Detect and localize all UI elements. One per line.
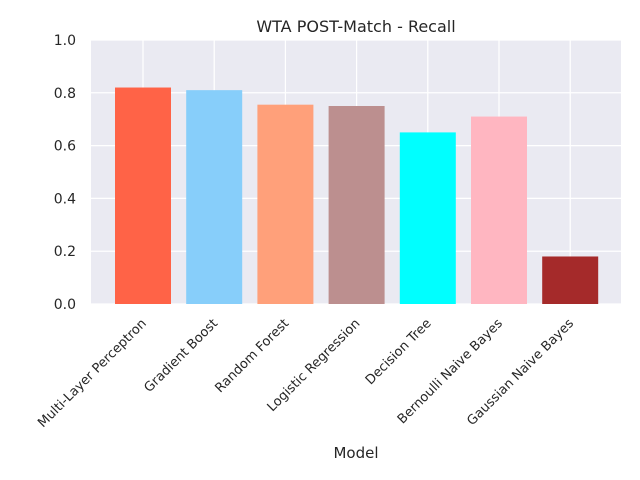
bar bbox=[328, 106, 385, 304]
x-axis-label: Model bbox=[333, 444, 378, 462]
bar bbox=[257, 104, 314, 305]
x-tick-label: Gradient Boost bbox=[142, 316, 221, 395]
x-tick-label: Decision Tree bbox=[363, 316, 435, 388]
y-tick-label: 0.4 bbox=[54, 191, 76, 207]
bar bbox=[186, 90, 243, 304]
chart-title: WTA POST-Match - Recall bbox=[256, 17, 455, 36]
y-tick-label: 0.8 bbox=[54, 86, 76, 102]
y-tick-label: 0.2 bbox=[54, 244, 76, 260]
x-tick-label: Multi-Layer Perceptron bbox=[35, 316, 150, 431]
x-tick-label: Random Forest bbox=[212, 316, 292, 396]
bar bbox=[115, 87, 171, 305]
bar bbox=[399, 132, 456, 304]
y-tick-label: 1.0 bbox=[54, 33, 76, 49]
y-tick-label: 0.6 bbox=[54, 139, 76, 155]
bars bbox=[115, 87, 599, 305]
bar bbox=[542, 256, 599, 304]
y-axis: 0.0 0.2 0.4 0.6 0.8 1.0 bbox=[54, 33, 76, 313]
y-tick-label: 0.0 bbox=[54, 297, 76, 313]
bar bbox=[471, 116, 527, 304]
